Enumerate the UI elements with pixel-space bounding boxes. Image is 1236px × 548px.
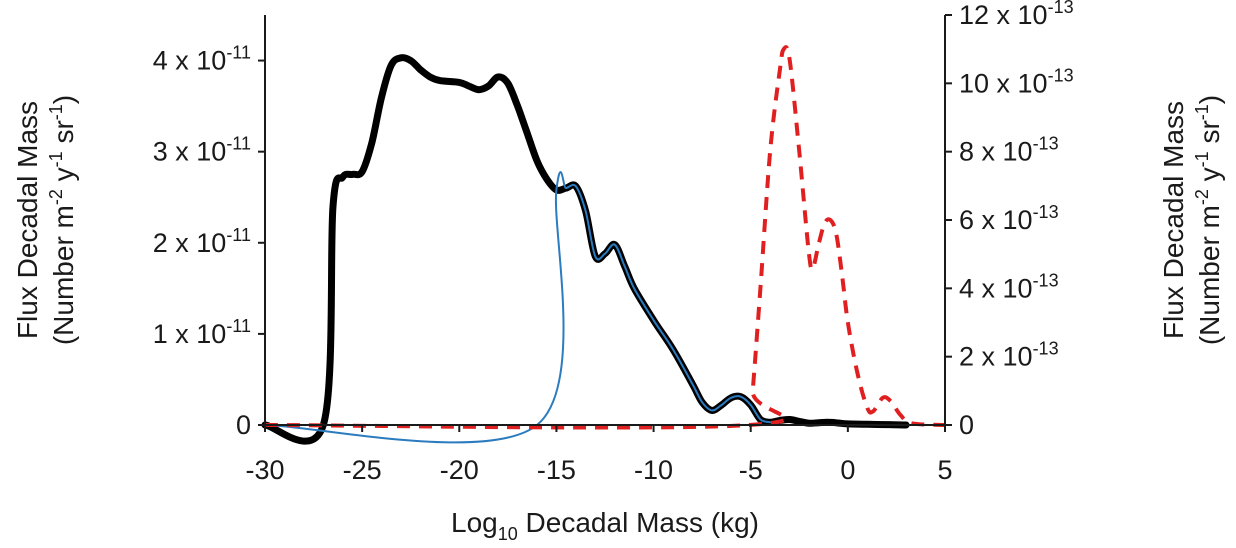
- ylabel-part: sr: [1194, 120, 1225, 151]
- series-black-line: [261, 54, 910, 445]
- series-red-dashed-line: [264, 45, 946, 430]
- right-y-axis-title-line2: (Number m-2 y-1 sr-1): [1192, 95, 1225, 345]
- ylabel-part: sr: [48, 120, 79, 151]
- ylabel-part: ): [48, 95, 79, 104]
- x-tick-label: -5: [739, 455, 763, 485]
- x-tick-label: -10: [634, 455, 673, 485]
- ylabel-part: ): [1194, 95, 1225, 104]
- ylabel-sup: -1: [46, 104, 66, 120]
- x-axis-title-subscript: 10: [498, 524, 518, 544]
- right-y-axis-title-line1: Flux Decadal Mass: [1158, 101, 1189, 339]
- x-tick-label: -25: [343, 455, 382, 485]
- right-y-tick-label: 8 x 10-13: [959, 134, 1059, 167]
- ylabel-sup: -2: [1192, 189, 1212, 205]
- right-y-tick-label: 12 x 10-13: [959, 0, 1074, 30]
- left-y-tick-label: 3 x 10-11: [153, 134, 251, 167]
- ylabel-sup: -1: [1192, 151, 1212, 167]
- x-axis-title-suffix: Decadal Mass (kg): [518, 507, 759, 538]
- ylabel-sup: -2: [46, 189, 66, 205]
- x-tick-label: -15: [537, 455, 576, 485]
- ylabel-sup: -1: [1192, 104, 1212, 120]
- left-y-tick-label: 1 x 10-11: [153, 316, 251, 349]
- left-y-tick-label: 0: [236, 410, 251, 440]
- axes: [264, 15, 946, 426]
- right-y-tick-label: 0: [959, 410, 974, 440]
- right-y-tick-label: 10 x 10-13: [959, 65, 1074, 98]
- x-tick-label: -20: [440, 455, 479, 485]
- ylabel-part: y: [48, 167, 79, 189]
- plot-lines: [261, 45, 946, 445]
- ylabel-part: (Number m: [1194, 205, 1225, 345]
- ylabel-part: y: [1194, 167, 1225, 189]
- right-y-tick-label: 6 x 10-13: [959, 202, 1059, 235]
- x-tick-label: 5: [937, 455, 952, 485]
- left-y-axis-title-line2: (Number m-2 y-1 sr-1): [46, 95, 79, 345]
- x-tick-label: -30: [245, 455, 284, 485]
- x-axis-title-prefix: Log: [451, 507, 498, 538]
- right-y-tick-label: 4 x 10-13: [959, 270, 1059, 303]
- left-y-axis-title: Flux Decadal Mass (Number m-2 y-1 sr-1): [12, 95, 79, 345]
- ylabel-part: (Number m: [48, 205, 79, 345]
- left-y-axis-title-line1: Flux Decadal Mass: [12, 101, 43, 339]
- x-tick-label: 0: [840, 455, 855, 485]
- x-axis-title: Log10 Decadal Mass (kg): [451, 507, 759, 544]
- right-y-tick-label: 2 x 10-13: [959, 339, 1059, 372]
- series-blue-line: [264, 171, 772, 444]
- left-y-tick-label: 2 x 10-11: [153, 225, 251, 258]
- ticks: [258, 14, 952, 432]
- ylabel-sup: -1: [46, 151, 66, 167]
- tick-labels: -30 -25 -20 -15 -10 -5 0 501 x 10-112 x 10-113 …: [153, 0, 1074, 485]
- right-y-axis-title: Flux Decadal Mass (Number m-2 y-1 sr-1): [1158, 95, 1225, 345]
- left-y-tick-label: 4 x 10-11: [153, 43, 251, 76]
